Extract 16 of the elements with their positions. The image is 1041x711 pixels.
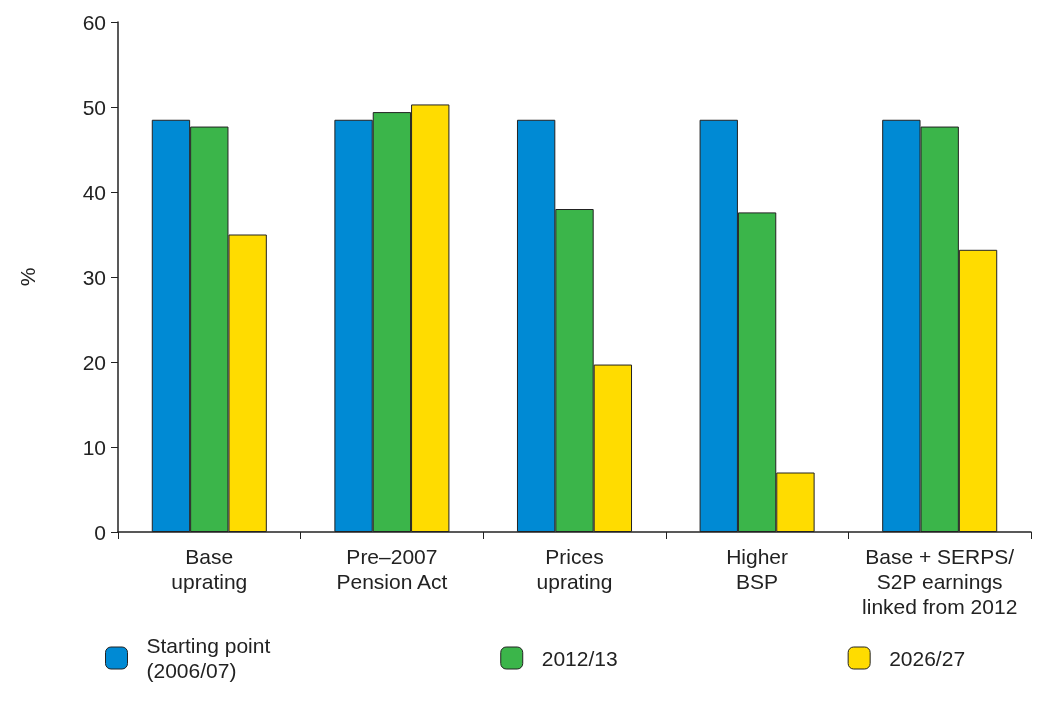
y-tick-label: 60: [82, 10, 106, 34]
y-tick-label: 0: [94, 520, 106, 544]
y-tick-label: 40: [82, 180, 106, 204]
x-tick-label: Prices uprating: [536, 545, 613, 593]
x-tick-label: Higher BSP: [726, 545, 789, 593]
x-tick-label: Base uprating: [171, 545, 248, 593]
y-tick-label: 20: [82, 350, 106, 374]
y-tick-label: 50: [82, 95, 106, 119]
y-axis-title: %: [16, 267, 39, 287]
x-tick-label: Pre–2007 Pension Act: [336, 545, 448, 593]
legend-label: 2026/27: [889, 646, 966, 670]
legend-label: Starting point (2006/07): [146, 634, 271, 682]
y-tick-label: 30: [82, 265, 106, 289]
legend-label: 2012/13: [541, 646, 618, 670]
y-tick-label: 10: [82, 435, 106, 459]
x-tick-label: Base + SERPS/ S2P earnings linked from 2012: [862, 545, 1018, 618]
